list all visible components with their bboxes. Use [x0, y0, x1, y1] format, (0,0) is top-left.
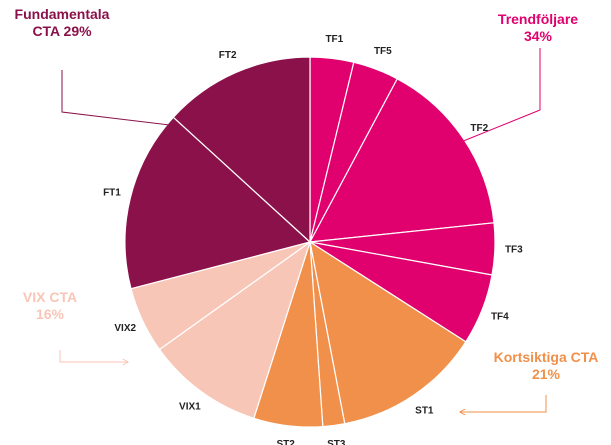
slice-label: FT1	[103, 188, 121, 199]
slice	[124, 116, 312, 290]
arrow	[61, 70, 178, 126]
arrow	[446, 48, 541, 148]
annotation: Trendföljare 34%	[498, 11, 578, 44]
slice-label: FT2	[219, 50, 237, 61]
slice	[158, 240, 312, 420]
arrow	[59, 350, 128, 362]
slice-label: ST2	[276, 439, 295, 445]
slice	[309, 240, 467, 425]
annotation: VIX CTA 16%	[23, 289, 77, 322]
annotation: Fundamentala CTA 29%	[15, 6, 110, 39]
slice-label: TF5	[374, 46, 392, 57]
slice-label: ST1	[415, 406, 434, 417]
slice-label: TF4	[491, 311, 509, 322]
slice-label: ST3	[327, 439, 346, 445]
arrow	[460, 395, 547, 412]
slice	[308, 78, 495, 243]
slice	[172, 56, 311, 244]
slice-label: VIX1	[179, 402, 201, 413]
annotation: Kortsiktiga CTA 21%	[494, 349, 599, 382]
slice-label: TF2	[470, 123, 488, 134]
slice-label: TF1	[325, 34, 343, 45]
slice-label: VIX2	[114, 323, 136, 334]
slice-label: TF3	[505, 244, 523, 255]
